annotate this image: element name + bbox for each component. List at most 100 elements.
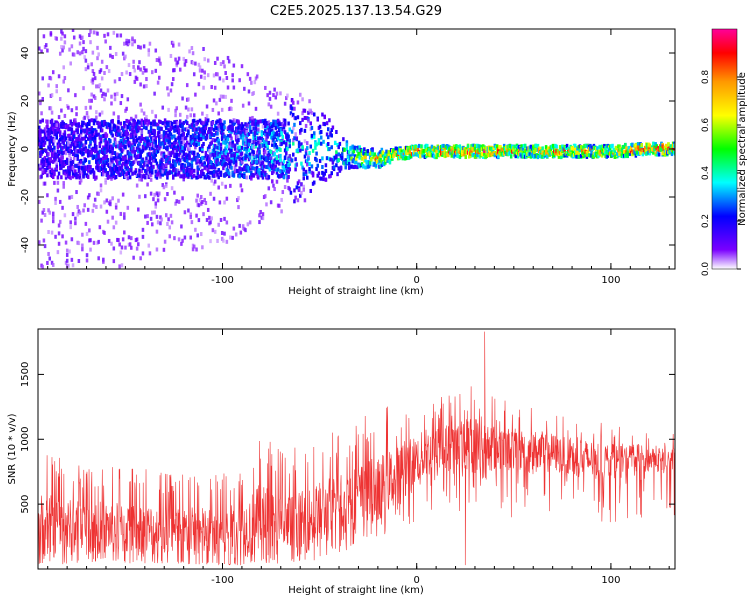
spectrogram-cell xyxy=(227,126,231,131)
spectrogram-cell xyxy=(93,139,97,144)
spectrogram-cell xyxy=(145,68,148,73)
spectrogram-cell xyxy=(294,195,297,200)
spectrogram-cell xyxy=(64,175,68,180)
spectrogram-cell xyxy=(40,140,43,145)
spectrogram-cell xyxy=(70,127,74,132)
spectrogram-cell xyxy=(192,127,196,132)
spectrogram-cell xyxy=(147,243,151,248)
spectrogram-cell xyxy=(223,200,226,205)
spectrogram-cell xyxy=(212,127,216,132)
spectrogram-cell xyxy=(198,127,202,132)
spectrogram-cell xyxy=(113,151,117,156)
spectrogram-cell xyxy=(202,141,205,146)
spectrogram-cell xyxy=(55,135,58,140)
spectrogram-cell xyxy=(72,52,76,57)
spectrogram-cell xyxy=(191,51,195,56)
spectrogram-cell xyxy=(184,152,188,157)
spectrogram-cell xyxy=(132,146,135,151)
spectrogram-cell xyxy=(631,142,634,147)
spectrogram-cell xyxy=(201,68,204,73)
spectrogram-cell xyxy=(152,197,155,202)
spectrogram-cell xyxy=(174,172,177,177)
spectrogram-cell xyxy=(40,49,43,54)
spectrogram-cell xyxy=(212,147,216,152)
spectrogram-cell xyxy=(217,185,220,190)
spectrogram-cell xyxy=(68,249,71,254)
spectrogram-cell xyxy=(135,146,139,151)
spectrogram-cell xyxy=(99,137,103,142)
spectrogram-cell xyxy=(329,131,332,136)
spectrogram-cell xyxy=(78,180,82,185)
spectrogram-cell xyxy=(126,136,130,141)
spectrogram-cell xyxy=(166,192,169,197)
spectrogram-cell xyxy=(322,139,325,144)
spectrogram-cell xyxy=(163,239,167,244)
spectrogram-cell xyxy=(660,148,663,153)
spectrogram-cell xyxy=(295,185,299,190)
spectrogram-cell xyxy=(47,152,50,157)
spectrogram-cell xyxy=(307,110,310,115)
spectrogram-cell xyxy=(292,152,295,157)
spectrogram-cell xyxy=(196,120,199,125)
spectrogram-cell xyxy=(335,150,338,155)
spectrogram-cell xyxy=(178,158,182,163)
spectrogram-cell xyxy=(236,169,239,174)
spectrogram-cell xyxy=(180,241,183,246)
spectrogram-cell xyxy=(612,147,615,152)
spectrogram-cell xyxy=(46,123,49,128)
spectrogram-cell xyxy=(204,117,208,122)
spectrogram-cell xyxy=(142,163,146,168)
spectrogram-cell xyxy=(202,172,205,177)
spectrogram-cell xyxy=(294,116,297,121)
spectrogram-cell xyxy=(370,156,373,161)
spectrogram-cell xyxy=(310,133,314,138)
spectrogram-cell xyxy=(393,152,396,157)
spectrogram-cell xyxy=(55,36,58,41)
spectrogram-cell xyxy=(192,118,196,123)
spectrogram-cell xyxy=(300,127,303,132)
spectrogram-cell xyxy=(231,78,234,83)
spectrogram-cell xyxy=(124,145,127,150)
spectrogram-cell xyxy=(54,153,57,158)
spectrogram-cell xyxy=(286,178,289,183)
spectrogram-cell xyxy=(266,153,269,158)
spectrogram-cell xyxy=(166,221,169,226)
spectrogram-cell xyxy=(306,141,309,146)
spectrogram-cell xyxy=(96,45,99,50)
spectrogram-cell xyxy=(197,62,201,67)
spectrogram-cell xyxy=(336,142,339,147)
spectrogram-cell xyxy=(534,148,537,153)
spectrogram-cell xyxy=(58,97,62,102)
spectrogram-cell xyxy=(126,131,130,136)
spectrogram-cell xyxy=(81,232,84,237)
spectrogram-cell xyxy=(158,170,161,175)
spectrogram-cell xyxy=(260,132,264,137)
spectrogram-cell xyxy=(213,229,217,234)
spectrogram-cell xyxy=(190,46,194,51)
spectrogram-cell xyxy=(172,125,175,130)
spectrogram-cell xyxy=(470,150,473,155)
spectrogram-cell xyxy=(325,156,329,161)
spectrogram-cell xyxy=(64,151,68,156)
spectrogram-cell xyxy=(264,118,267,123)
spectrogram-cell xyxy=(317,141,321,146)
spectrogram-cell xyxy=(250,176,253,181)
spectrogram-cell xyxy=(224,161,227,166)
spectrogram-cell xyxy=(133,68,137,73)
spectrogram-cell xyxy=(222,78,225,83)
spectrogram-cell xyxy=(187,174,190,179)
spectrogram-cell xyxy=(212,98,216,103)
spectrogram-cell xyxy=(39,166,42,171)
spectrogram-cell xyxy=(216,158,219,163)
spectrogram-cell xyxy=(230,153,233,158)
spectrogram-cell xyxy=(128,175,132,180)
spectrogram-cell xyxy=(227,146,231,151)
spectrogram-cell xyxy=(133,39,137,44)
spectrogram-cell xyxy=(205,133,209,138)
spectrogram-cell xyxy=(220,129,224,134)
spectrogram-cell xyxy=(398,150,401,155)
spectrogram-cell xyxy=(105,133,109,138)
spectrogram-cell xyxy=(281,134,285,139)
spectrogram-cell xyxy=(606,153,610,158)
